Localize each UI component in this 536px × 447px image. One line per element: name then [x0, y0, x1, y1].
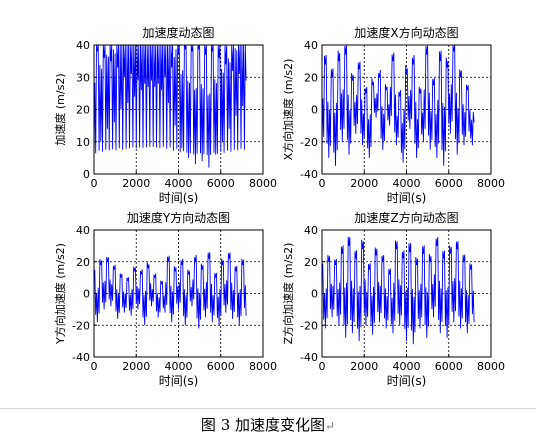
x-axis-label: 时间(s): [159, 374, 199, 388]
series-line-1: [321, 236, 475, 345]
figure-caption: 图 3 加速度变化图↵: [0, 414, 536, 435]
x-tick-label: 0: [319, 360, 326, 373]
figure-stage: 0 2000 4000 6000 8000 0 10 20 30 40 加速度动态图 时间(s) 加速度…: [53, 25, 505, 388]
x-tick-label: 2000: [350, 360, 378, 373]
x-tick-label: 6000: [435, 177, 463, 190]
x-tick-label: 4000: [165, 177, 193, 190]
y-tick-label: 30: [76, 71, 90, 84]
x-tick-label: 8000: [249, 360, 277, 373]
x-tick-label: 2000: [122, 177, 150, 190]
chart-panel-2: 0 2000 4000 6000 8000 -40 -20 0 20 40 加速度X方向动态图时间(…: [281, 25, 505, 205]
chart-panel-3: 0 2000 4000 6000 8000 -40 -20 0 20 40 加速度Y方向动态图时间(…: [53, 210, 277, 388]
x-tick-label: 4000: [165, 360, 193, 373]
y-tick-label: -20: [300, 319, 318, 332]
x-tick-label: 6000: [207, 360, 235, 373]
y-tick-label: -40: [300, 351, 318, 364]
x-tick-label: 6000: [435, 360, 463, 373]
return-mark-icon: ↵: [325, 419, 336, 433]
y-tick-label: 40: [76, 224, 90, 237]
x-tick-label: 0: [91, 360, 98, 373]
y-tick-label: 0: [83, 288, 90, 301]
y-tick-label: 20: [76, 256, 90, 269]
chart-title: 加速度Y方向动态图: [127, 210, 230, 225]
y-tick-label: -40: [300, 168, 318, 181]
x-tick-label: 8000: [477, 360, 505, 373]
y-tick-label: 20: [304, 71, 318, 84]
chart-title: 加速度Z方向动态图: [354, 210, 458, 225]
y-tick-label: 0: [311, 104, 318, 117]
x-tick-label: 8000: [249, 177, 277, 190]
series-line-1: [321, 44, 475, 166]
chart-title: 加速度动态图: [142, 25, 214, 40]
x-tick-label: 4000: [393, 360, 421, 373]
y-tick-label: 40: [76, 39, 90, 52]
chart-title: 加速度X方向动态图: [354, 25, 458, 40]
x-axis-label: 时间(s): [159, 191, 199, 205]
x-tick-label: 6000: [207, 177, 235, 190]
y-tick-label: 10: [76, 136, 90, 149]
x-tick-label: 4000: [393, 177, 421, 190]
x-tick-label: 2000: [122, 360, 150, 373]
y-axis-label: 加速度 (m/s2): [53, 73, 67, 145]
y-axis-label: Z方向加速度 (m/s2): [281, 243, 295, 345]
y-tick-label: -20: [72, 319, 90, 332]
y-tick-label: 20: [304, 256, 318, 269]
y-tick-label: 20: [76, 104, 90, 117]
x-tick-label: 8000: [477, 177, 505, 190]
y-tick-label: -20: [300, 136, 318, 149]
chart-panel-4: 0 2000 4000 6000 8000 -40 -20 0 20 40 加速度Z方向动态图时间(…: [281, 210, 505, 388]
y-tick-label: -40: [72, 351, 90, 364]
y-tick-label: 40: [304, 39, 318, 52]
caption-text: 图 3 加速度变化图: [200, 416, 326, 434]
y-tick-label: 40: [304, 224, 318, 237]
x-tick-label: 0: [319, 177, 326, 190]
accel-figure: 0 2000 4000 6000 8000010203040加速度动态图时间(s)加速度…: [53, 25, 505, 388]
y-tick-label: 0: [83, 168, 90, 181]
x-tick-label: 0: [91, 177, 98, 190]
y-axis-label: X方向加速度 (m/s2): [281, 59, 295, 161]
series-line-1: [93, 44, 247, 168]
x-axis-label: 时间(s): [387, 191, 427, 205]
x-axis-label: 时间(s): [387, 374, 427, 388]
x-tick-label: 2000: [350, 177, 378, 190]
y-tick-label: 0: [311, 288, 318, 301]
y-axis-label: Y方向加速度 (m/s2): [53, 243, 67, 345]
series-line-1: [93, 252, 247, 329]
divider: [0, 408, 536, 409]
